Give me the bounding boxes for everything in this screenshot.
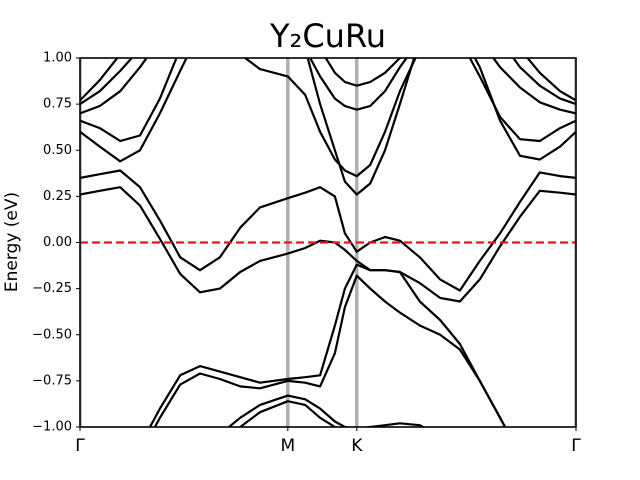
band-line — [80, 58, 576, 143]
axes: Γ M K Γ 1.00 0.75 0.50 0.25 0.00 −0.25 −0.50 −0.75 −… — [32, 51, 581, 457]
x-tick-label: M — [280, 436, 295, 456]
y-tick-label: −0.75 — [32, 373, 72, 388]
y-axis-label: Energy (eV) — [2, 192, 22, 292]
y-tick-label: 0.50 — [43, 143, 72, 158]
y-tick-label: 0.25 — [43, 189, 72, 204]
band-line — [148, 263, 507, 427]
band-line — [80, 58, 576, 106]
band-line — [306, 58, 416, 196]
band-line — [238, 400, 337, 427]
band-line — [243, 58, 417, 178]
y-tick-label: −0.50 — [32, 327, 72, 342]
band-line — [80, 58, 576, 102]
x-tick-label: Γ — [75, 436, 85, 456]
band-line — [80, 58, 576, 115]
y-tick-label: 1.00 — [43, 51, 72, 66]
y-tick-label: −0.25 — [32, 281, 72, 296]
band-line — [80, 58, 576, 163]
band-line — [308, 58, 408, 111]
y-tick-label: −1.00 — [32, 420, 72, 435]
y-tick-label: 0.75 — [43, 97, 72, 112]
band-line — [153, 274, 507, 427]
x-tick-label: K — [351, 436, 363, 456]
band-line — [227, 394, 426, 427]
plot-area — [80, 58, 576, 427]
y-tick-label: 0.00 — [43, 235, 72, 250]
band-line — [80, 169, 576, 292]
x-tick-label: Γ — [571, 436, 581, 456]
plot-frame — [79, 57, 577, 428]
chart-title: Y₂CuRu — [269, 17, 386, 55]
band-line — [80, 186, 576, 303]
band-line — [324, 58, 402, 87]
